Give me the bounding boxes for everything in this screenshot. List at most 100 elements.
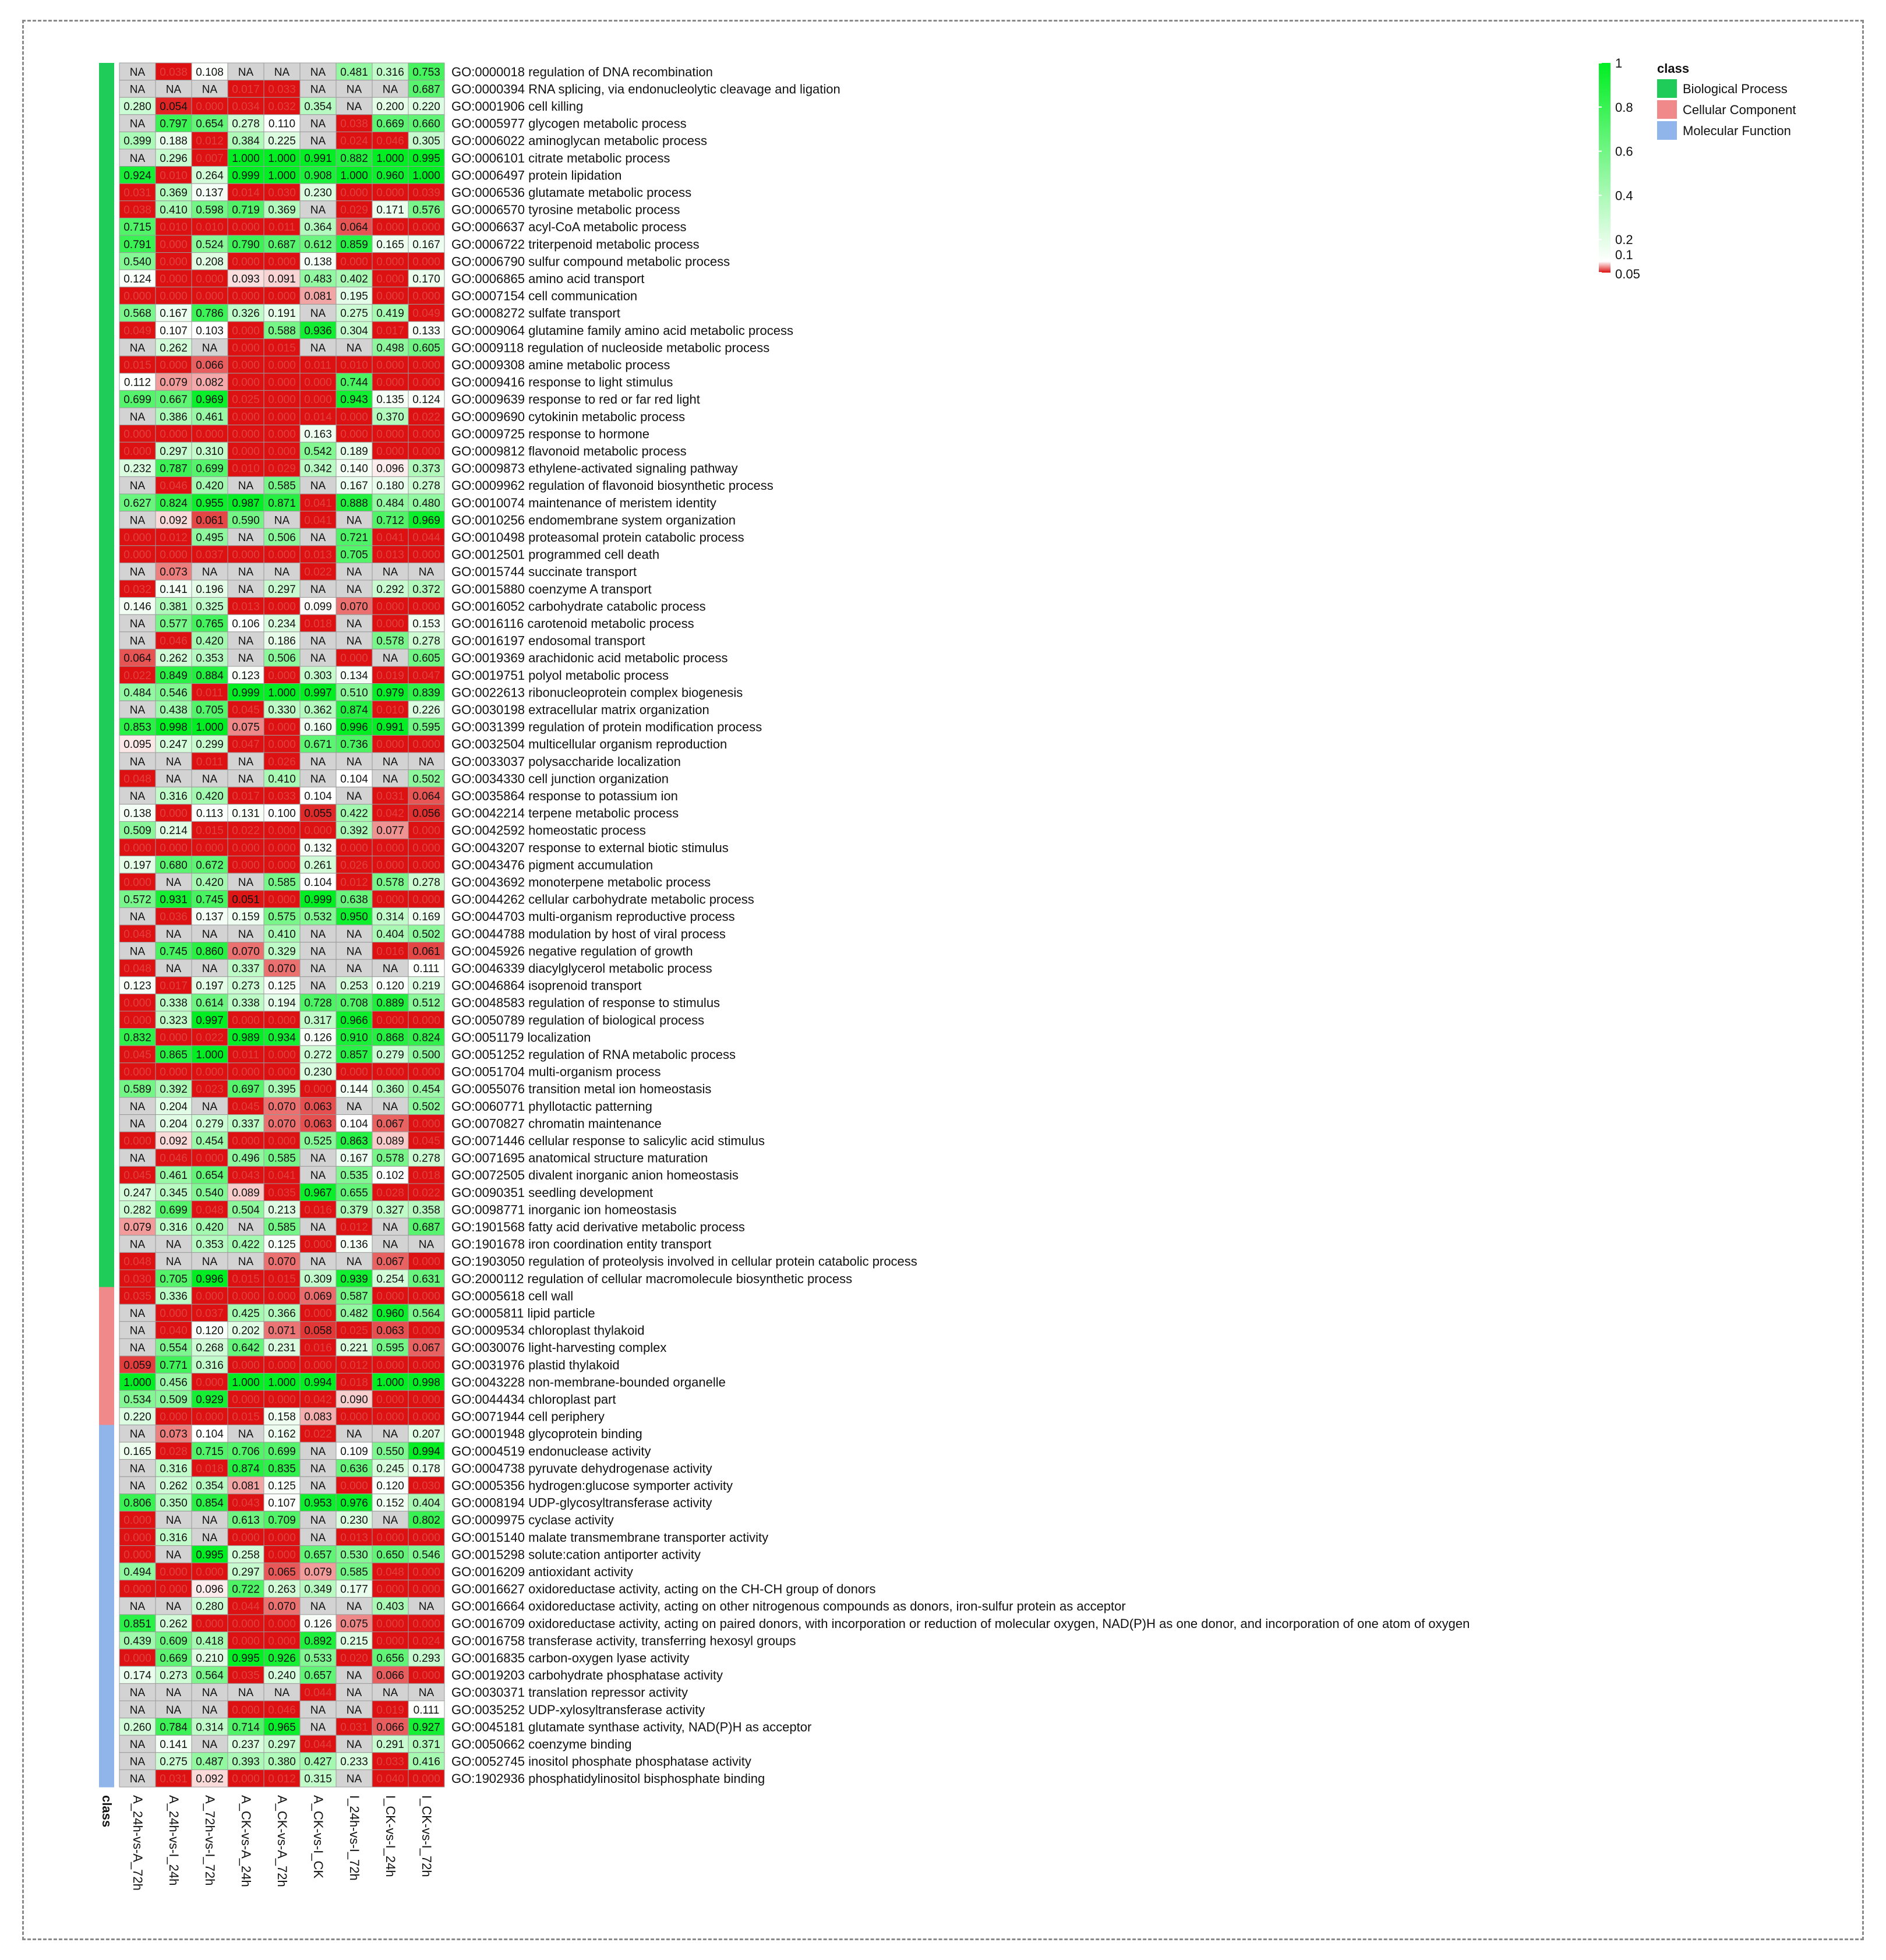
class-bar-segment — [99, 1132, 114, 1150]
cell-value-label: 0.124 — [123, 273, 151, 285]
cell-value-label: 0.000 — [412, 1290, 440, 1302]
cell-value-label: NA — [130, 1739, 146, 1751]
go-term-label: GO:0005618 cell wall — [451, 1288, 573, 1303]
cell-value-label: 0.892 — [304, 1635, 332, 1647]
cell-value-label: 0.032 — [123, 584, 151, 596]
heatmap-cell — [335, 1252, 373, 1270]
cell-value-label: 0.017 — [232, 83, 260, 96]
heatmap-cell — [119, 1459, 156, 1477]
heatmap-cell — [335, 752, 373, 771]
class-bar-segment — [99, 787, 114, 805]
class-bar-segment — [99, 597, 114, 615]
cell-value-label: 0.000 — [268, 825, 296, 837]
heatmap-cell — [191, 1752, 228, 1770]
go-term-label: GO:0046339 diacylglycerol metabolic proc… — [451, 961, 712, 976]
heatmap-cell — [335, 1028, 373, 1046]
cell-value-label: 0.000 — [196, 1566, 224, 1578]
cell-value-label: 0.000 — [412, 1670, 440, 1682]
cell-value-label: 0.000 — [376, 1015, 404, 1027]
heatmap-cell — [155, 97, 192, 115]
cell-value-label: 0.000 — [160, 273, 188, 285]
cell-value-label: 0.540 — [196, 1187, 224, 1199]
heatmap-cell — [191, 838, 228, 857]
heatmap-cell — [155, 303, 192, 322]
cell-value-label: 0.889 — [376, 997, 404, 1009]
class-bar-segment — [99, 252, 114, 270]
cell-value-label: 0.835 — [268, 1463, 296, 1475]
heatmap-cell — [191, 528, 228, 546]
cell-value-label: NA — [238, 66, 254, 79]
cell-value-label: 0.025 — [340, 1325, 368, 1337]
heatmap-cell — [263, 476, 301, 495]
heatmap-cell — [191, 1079, 228, 1098]
cell-value-label: 0.000 — [376, 739, 404, 751]
cell-value-label: 0.510 — [340, 687, 368, 699]
column-label: A_CK-vs-A_72h — [275, 1795, 289, 1887]
cell-value-label: NA — [166, 83, 182, 96]
go-term-label: GO:0016627 oxidoreductase activity, acti… — [451, 1582, 875, 1597]
go-term-label: GO:0009639 response to red or far red li… — [451, 392, 700, 407]
go-term-label: GO:0042214 terpene metabolic process — [451, 806, 679, 821]
go-term-label: GO:0010256 endomembrane system organizat… — [451, 513, 736, 527]
heatmap-cell — [408, 959, 445, 977]
heatmap-cell — [227, 821, 264, 839]
class-bar-segment — [99, 183, 114, 202]
cell-value-label: 0.000 — [232, 1704, 260, 1717]
go-term-label: GO:1902936 phosphatidylinositol bisphosp… — [451, 1771, 765, 1786]
cell-value-label: 0.316 — [160, 1532, 188, 1544]
cell-value-label: 0.141 — [160, 1739, 188, 1751]
heatmap-cell — [335, 1304, 373, 1322]
heatmap-cell — [227, 355, 264, 374]
cell-value-label: NA — [310, 773, 326, 785]
go-term-label: GO:0007154 cell communication — [451, 289, 637, 303]
cell-value-label: 0.040 — [160, 1325, 188, 1337]
cell-value-label: NA — [347, 635, 362, 648]
cell-value-label: NA — [238, 1428, 254, 1440]
cell-value-label: NA — [383, 756, 398, 768]
cell-value-label: 0.534 — [123, 1394, 151, 1406]
column-label: I_CK-vs-I_72h — [419, 1795, 434, 1877]
cell-value-label: NA — [130, 1601, 146, 1613]
cell-value-label: 0.000 — [232, 549, 260, 561]
cell-value-label: 0.000 — [160, 808, 188, 820]
heatmap-cell — [155, 1338, 192, 1357]
heatmap-cell — [191, 1580, 228, 1598]
cell-value-label: 0.152 — [376, 1498, 404, 1510]
heatmap-cell — [191, 1562, 228, 1581]
cell-value-label: 0.000 — [232, 859, 260, 871]
cell-value-label: 0.868 — [376, 1032, 404, 1044]
cell-value-label: 0.370 — [376, 411, 404, 423]
cell-value-label: 0.107 — [160, 325, 188, 337]
heatmap-cell — [408, 62, 445, 81]
cell-value-label: 0.194 — [268, 997, 296, 1009]
go-term-label: GO:0015140 malate transmembrane transpor… — [451, 1530, 768, 1545]
heatmap-cell — [408, 269, 445, 288]
cell-value-label: 0.353 — [196, 652, 224, 665]
cell-value-label: 0.736 — [340, 739, 368, 751]
heatmap-cell — [299, 1183, 337, 1202]
cell-value-label: 0.245 — [376, 1463, 404, 1475]
class-bar-segment — [99, 1511, 114, 1529]
class-bar-segment — [99, 769, 114, 787]
cell-value-label: 0.083 — [304, 1411, 332, 1424]
cell-value-label: 0.614 — [196, 997, 224, 1009]
cell-value-label: 0.366 — [268, 1308, 296, 1320]
go-term-label: GO:0008194 UDP-glycosyltransferase activ… — [451, 1496, 712, 1510]
cell-value-label: 0.439 — [123, 1635, 151, 1647]
cell-value-label: 1.000 — [196, 1049, 224, 1061]
cell-value-label: 0.399 — [123, 135, 151, 147]
cell-value-label: 0.048 — [196, 1204, 224, 1216]
class-bar-segment — [99, 408, 114, 426]
cell-value-label: 0.420 — [196, 480, 224, 492]
class-bar-segment — [99, 649, 114, 667]
class-bar-segment — [99, 804, 114, 822]
heatmap-cell — [227, 1700, 264, 1719]
cell-value-label: 0.338 — [232, 997, 260, 1009]
cell-value-label: 0.512 — [412, 997, 440, 1009]
heatmap-cell — [299, 149, 337, 167]
cell-value-label: 0.000 — [123, 291, 151, 303]
heatmap-cell — [119, 166, 156, 184]
cell-value-label: 0.138 — [123, 808, 151, 820]
cell-value-label: NA — [383, 963, 398, 975]
cell-value-label: 0.000 — [232, 1394, 260, 1406]
